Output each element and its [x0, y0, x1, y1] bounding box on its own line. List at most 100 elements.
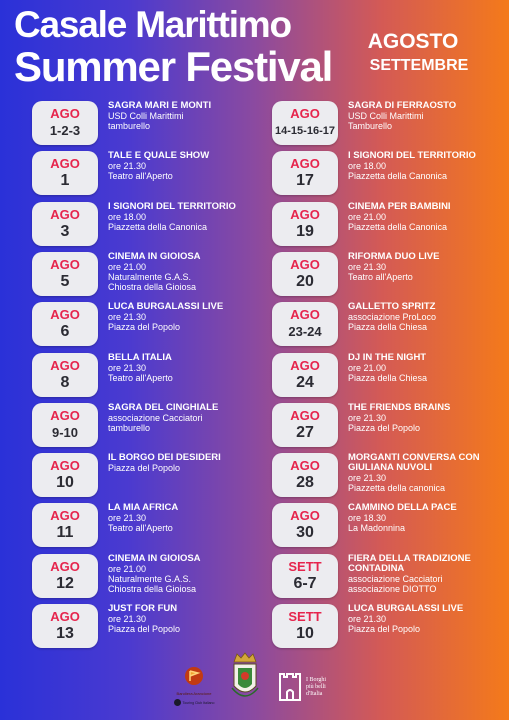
event-info: SAGRA MARI E MONTI USD Colli Marittimi tam…	[108, 100, 258, 132]
date-badge: AGO 23-24	[272, 302, 338, 346]
event-name: IL BORGO DEI DESIDERI	[108, 452, 221, 463]
event-info: SAGRA DEL CINGHIALE associazione Cacciato…	[108, 402, 258, 434]
date-badge: AGO 27	[272, 403, 338, 447]
date-month: AGO	[50, 508, 80, 523]
date-month: AGO	[50, 307, 80, 322]
borghi-piu-belli-logo: I Borghi più belli d'Italia	[278, 670, 348, 704]
event-name: FIERA DELLA TRADIZIONE CONTADINA	[348, 553, 471, 574]
date-badge: SETT 6-7	[272, 554, 338, 598]
date-month: AGO	[290, 307, 320, 322]
event-detail: Piazza del Popolo	[108, 322, 181, 332]
event-detail: ore 21.30	[108, 161, 147, 171]
date-day: 14-15-16-17	[275, 125, 335, 137]
date-month: AGO	[50, 207, 80, 222]
event-name: GALLETTO SPRITZ	[348, 301, 436, 312]
date-month: AGO	[50, 559, 80, 574]
event-item: AGO 8 BELLA ITALIA ore 21.30 Teatro all'Aper…	[32, 353, 267, 397]
event-detail: ore 21.30	[348, 473, 387, 483]
event-item: SETT 10 LUCA BURGALASSI LIVE ore 21.30 Piazz…	[272, 604, 507, 648]
date-badge: AGO 12	[32, 554, 98, 598]
event-detail: ore 21.30	[108, 363, 147, 373]
tci-icon	[173, 699, 181, 706]
event-item: AGO 6 LUCA BURGALASSI LIVE ore 21.30 Piazza …	[32, 302, 267, 346]
date-month: AGO	[290, 508, 320, 523]
date-badge: AGO 13	[32, 604, 98, 648]
event-name: SAGRA DEL CINGHIALE	[108, 402, 219, 413]
event-detail: Piazzetta della Canonica	[348, 171, 448, 181]
date-day: 9-10	[51, 425, 79, 440]
date-badge: AGO 28	[272, 453, 338, 497]
event-name: CINEMA IN GIOIOSA	[108, 553, 201, 564]
event-info: I SIGNORI DEL TERRITORIO ore 18.00 Piazzet…	[348, 150, 498, 182]
event-name: RIFORMA DUO LIVE	[348, 251, 440, 262]
event-name: I SIGNORI DEL TERRITORIO	[348, 150, 476, 161]
date-badge: AGO 14-15-16-17	[272, 101, 338, 145]
date-day: 19	[296, 223, 314, 240]
event-detail: Chiostra della Gioiosa	[108, 282, 197, 292]
event-info: RIFORMA DUO LIVE ore 21.30 Teatro all'Aper…	[348, 251, 498, 283]
date-month: AGO	[50, 458, 80, 473]
event-name: THE FRIENDS BRAINS	[348, 402, 451, 413]
date-badge: AGO 5	[32, 252, 98, 296]
date-badge: AGO 9-10	[32, 403, 98, 447]
date-month: AGO	[290, 358, 320, 373]
event-item: AGO 20 RIFORMA DUO LIVE ore 21.30 Teatro all…	[272, 252, 507, 296]
event-detail: ore 21.00	[108, 262, 147, 272]
event-name: DJ IN THE NIGHT	[348, 352, 427, 363]
date-month: AGO	[50, 358, 80, 373]
event-name: CINEMA PER BAMBINI	[348, 201, 451, 212]
event-detail: ore 21.00	[108, 564, 147, 574]
event-item: AGO 13 JUST FOR FUN ore 21.30 Piazza del Pop…	[32, 604, 267, 648]
date-day: 6-7	[293, 575, 317, 592]
date-day: 11	[56, 524, 74, 541]
event-detail: La Madonnina	[348, 523, 406, 533]
event-item: AGO 5 CINEMA IN GIOIOSA ore 21.00 Naturalmen…	[32, 252, 267, 296]
date-day: 27	[296, 424, 314, 441]
footer-logos: Bandiera Arancione Touring Club Italiano	[0, 648, 509, 718]
event-detail: ore 21.00	[348, 212, 387, 222]
event-item: AGO 17 I SIGNORI DEL TERRITORIO ore 18.00 Pi…	[272, 151, 507, 195]
event-info: CAMMINO DELLA PACE ore 18.30 La Madonnina	[348, 502, 498, 534]
event-detail: Piazzetta della Canonica	[108, 222, 208, 232]
date-badge: AGO 30	[272, 503, 338, 547]
coat-of-arms-icon	[231, 652, 259, 697]
event-info: I SIGNORI DEL TERRITORIO ore 18.00 Piazzet…	[108, 201, 258, 233]
event-item: AGO 12 CINEMA IN GIOIOSA ore 21.00 Naturalme…	[32, 554, 267, 598]
event-detail: Piazza della Chiesa	[348, 373, 428, 383]
borghi-line-3: d'Italia	[306, 690, 323, 697]
date-day: 1	[60, 172, 70, 189]
event-item: AGO 30 CAMMINO DELLA PACE ore 18.30 La Madon…	[272, 503, 507, 547]
event-info: LUCA BURGALASSI LIVE ore 21.30 Piazza del …	[348, 604, 498, 635]
date-badge: AGO 3	[32, 202, 98, 246]
date-day: 12	[56, 575, 74, 592]
event-info: SAGRA DI FERRAOSTO USD Colli Marittimi Tam…	[348, 100, 498, 132]
event-name: SAGRA MARI E MONTI	[108, 100, 212, 111]
event-item: AGO 3 I SIGNORI DEL TERRITORIO ore 18.00 Pia…	[32, 202, 267, 246]
event-name: BELLA ITALIA	[108, 352, 172, 363]
event-detail: USD Colli Marittimi	[348, 111, 424, 121]
event-info: MORGANTI CONVERSA CON GIULIANA NUVOLI ore…	[348, 453, 498, 494]
date-month: AGO	[290, 257, 320, 272]
event-detail: ore 21.30	[108, 312, 147, 322]
event-detail: ore 21.30	[108, 513, 147, 523]
borghi-line-1: I Borghi	[306, 676, 327, 683]
event-info: FIERA DELLA TRADIZIONE CONTADINA associaz…	[348, 553, 498, 595]
date-day: 3	[60, 223, 70, 240]
event-name: I SIGNORI DEL TERRITORIO	[108, 201, 236, 212]
event-name: SAGRA DI FERRAOSTO	[348, 100, 457, 111]
event-detail: Piazza della Chiesa	[348, 322, 428, 332]
month-september: SETTEMBRE	[369, 57, 469, 74]
date-day: 1-2-3	[49, 123, 81, 138]
event-name: CAMMINO DELLA PACE	[348, 502, 457, 513]
date-month: AGO	[50, 257, 80, 272]
event-detail: ore 18.00	[348, 161, 387, 171]
event-detail: Piazzetta della Canonica	[348, 222, 448, 232]
event-detail: ore 21.00	[348, 363, 387, 373]
date-month: AGO	[50, 609, 80, 624]
date-month: AGO	[290, 207, 320, 222]
event-item: AGO 1-2-3 SAGRA MARI E MONTI USD Colli Mari…	[32, 101, 267, 145]
castle-icon	[279, 673, 301, 701]
event-item: AGO 11 LA MIA AFRICA ore 21.30 Teatro all'Ap…	[32, 503, 267, 547]
event-detail: Piazza del Popolo	[108, 624, 181, 634]
